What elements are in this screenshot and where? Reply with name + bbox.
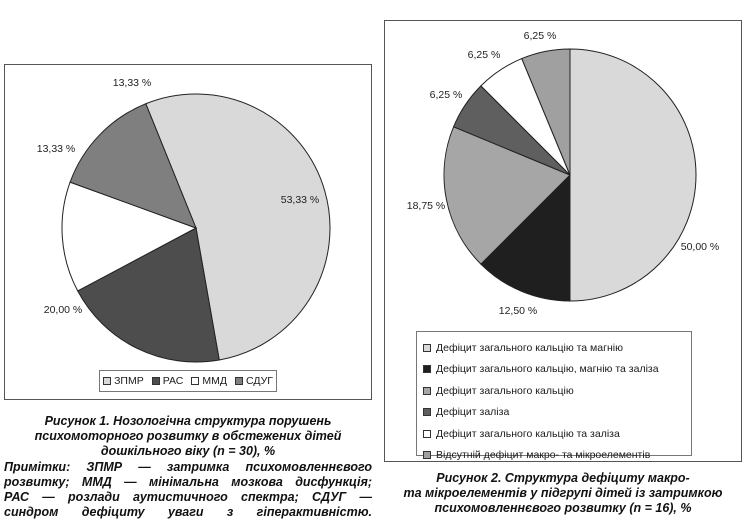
chart1-value-label-4: 13,33 % xyxy=(113,77,152,89)
legend1-label-mmd: ММД xyxy=(202,375,227,387)
figure1-caption-title: Рисунок 1. Нозологічна структура порушен… xyxy=(4,414,372,459)
figure1-notes-line1: Примітки: ЗПМР — затримка психомовленнєв… xyxy=(4,460,372,474)
legend2-label-5: Дефіцит загального кальцію та заліза xyxy=(436,427,620,440)
legend2-label-2: Дефіцит загального кальцію, магнію та за… xyxy=(436,363,659,376)
chart1-slice-2 xyxy=(76,227,220,363)
legend2-item-2: Дефіцит загального кальцію, магнію та за… xyxy=(423,359,685,381)
legend1-swatch-ras xyxy=(151,377,160,385)
chart2-slice-2 xyxy=(480,173,571,302)
legend1-label-ras: РАС xyxy=(162,375,184,387)
figure1-notes-line3: РАС — розлади аутистичного спектра; СДУГ… xyxy=(4,490,372,504)
legend2-item-1: Дефіцит загального кальцію та магнію xyxy=(423,337,685,359)
chart2-slice-1 xyxy=(569,48,697,302)
chart1-value-label-1: 53,33 % xyxy=(281,194,320,206)
legend2-label-6: Відсутній дефіцит макро- та мікроелемент… xyxy=(436,449,651,462)
figure2-caption-title: Рисунок 2. Структура дефіциту макро- та … xyxy=(384,471,742,516)
legend1-swatch-zpmr xyxy=(103,377,112,385)
legend1-swatch-sdug xyxy=(234,377,243,385)
figure1-caption-notes: Примітки: ЗПМР — затримка психомовленнєв… xyxy=(4,460,372,520)
figure1-title-line1: Рисунок 1. Нозологічна структура порушен… xyxy=(44,414,332,428)
figure1-notes-line2: розвитку; ММД — мінімальна мозкова дисфу… xyxy=(4,475,372,489)
legend2-item-3: Дефіцит загального кальцію xyxy=(423,380,685,402)
chart2-value-label-3: 18,75 % xyxy=(407,200,446,212)
legend2-swatch-1 xyxy=(423,343,431,352)
figure2-title-line2: та мікроелементів у підгрупі дітей із за… xyxy=(403,486,723,500)
chart1-slice-1 xyxy=(145,93,331,361)
chart1-slice-3 xyxy=(61,181,198,292)
legend2-swatch-6 xyxy=(423,451,431,460)
figure1-title-line2: психомоторного розвитку в обстежених діт… xyxy=(34,429,342,443)
chart2-value-label-4: 6,25 % xyxy=(430,89,463,101)
legend1-label-zpmr: ЗПМР xyxy=(114,375,144,387)
chart2-value-label-6: 6,25 % xyxy=(524,30,557,42)
legend2-label-3: Дефіцит загального кальцію xyxy=(436,384,574,397)
legend2-swatch-4 xyxy=(423,408,431,417)
legend2-item-6: Відсутній дефіцит макро- та мікроелемент… xyxy=(423,445,685,467)
chart2-slice-6 xyxy=(521,48,571,176)
chart1-value-label-3: 13,33 % xyxy=(37,143,76,155)
legend1-item-ras: РАС xyxy=(151,375,184,387)
legend1-item-zpmr: ЗПМР xyxy=(103,375,144,387)
chart2-value-label-2: 12,50 % xyxy=(499,305,538,317)
legend1-label-sdug: СДУГ xyxy=(245,375,273,387)
chart2-slice-3 xyxy=(443,126,571,265)
legend2-item-4: Дефіцит заліза xyxy=(423,402,685,424)
legend2-swatch-5 xyxy=(423,429,431,438)
legend2-item-5: Дефіцит загального кальцію та заліза xyxy=(423,423,685,445)
chart2-value-label-1: 50,00 % xyxy=(681,241,720,253)
legend2-label-1: Дефіцит загального кальцію та магнію xyxy=(436,341,623,354)
legend2-swatch-2 xyxy=(423,365,431,374)
legend2-label-4: Дефіцит заліза xyxy=(436,406,510,419)
chart2-value-label-5: 6,25 % xyxy=(468,49,501,61)
chart1-slice-4 xyxy=(69,103,197,229)
figure1-legend: ЗПМР РАС ММД СДУГ xyxy=(99,370,277,392)
figure2-title-line1: Рисунок 2. Структура дефіциту макро- xyxy=(436,471,690,485)
legend2-swatch-3 xyxy=(423,386,431,395)
figure2-legend: Дефіцит загального кальцію та магнію Деф… xyxy=(416,331,692,461)
figure1-notes-line4: синдром дефіциту уваги з гіперактивністю… xyxy=(4,505,372,519)
figure2-title-line3: психомовленнєвого розвитку (n = 16), % xyxy=(434,501,692,515)
legend1-item-mmd: ММД xyxy=(191,375,227,387)
chart1-value-label-2: 20,00 % xyxy=(44,304,83,316)
figure1-title-line3: дошкільного віку (n = 30), % xyxy=(100,444,276,458)
legend1-swatch-mmd xyxy=(191,377,200,385)
legend1-item-sdug: СДУГ xyxy=(234,375,273,387)
